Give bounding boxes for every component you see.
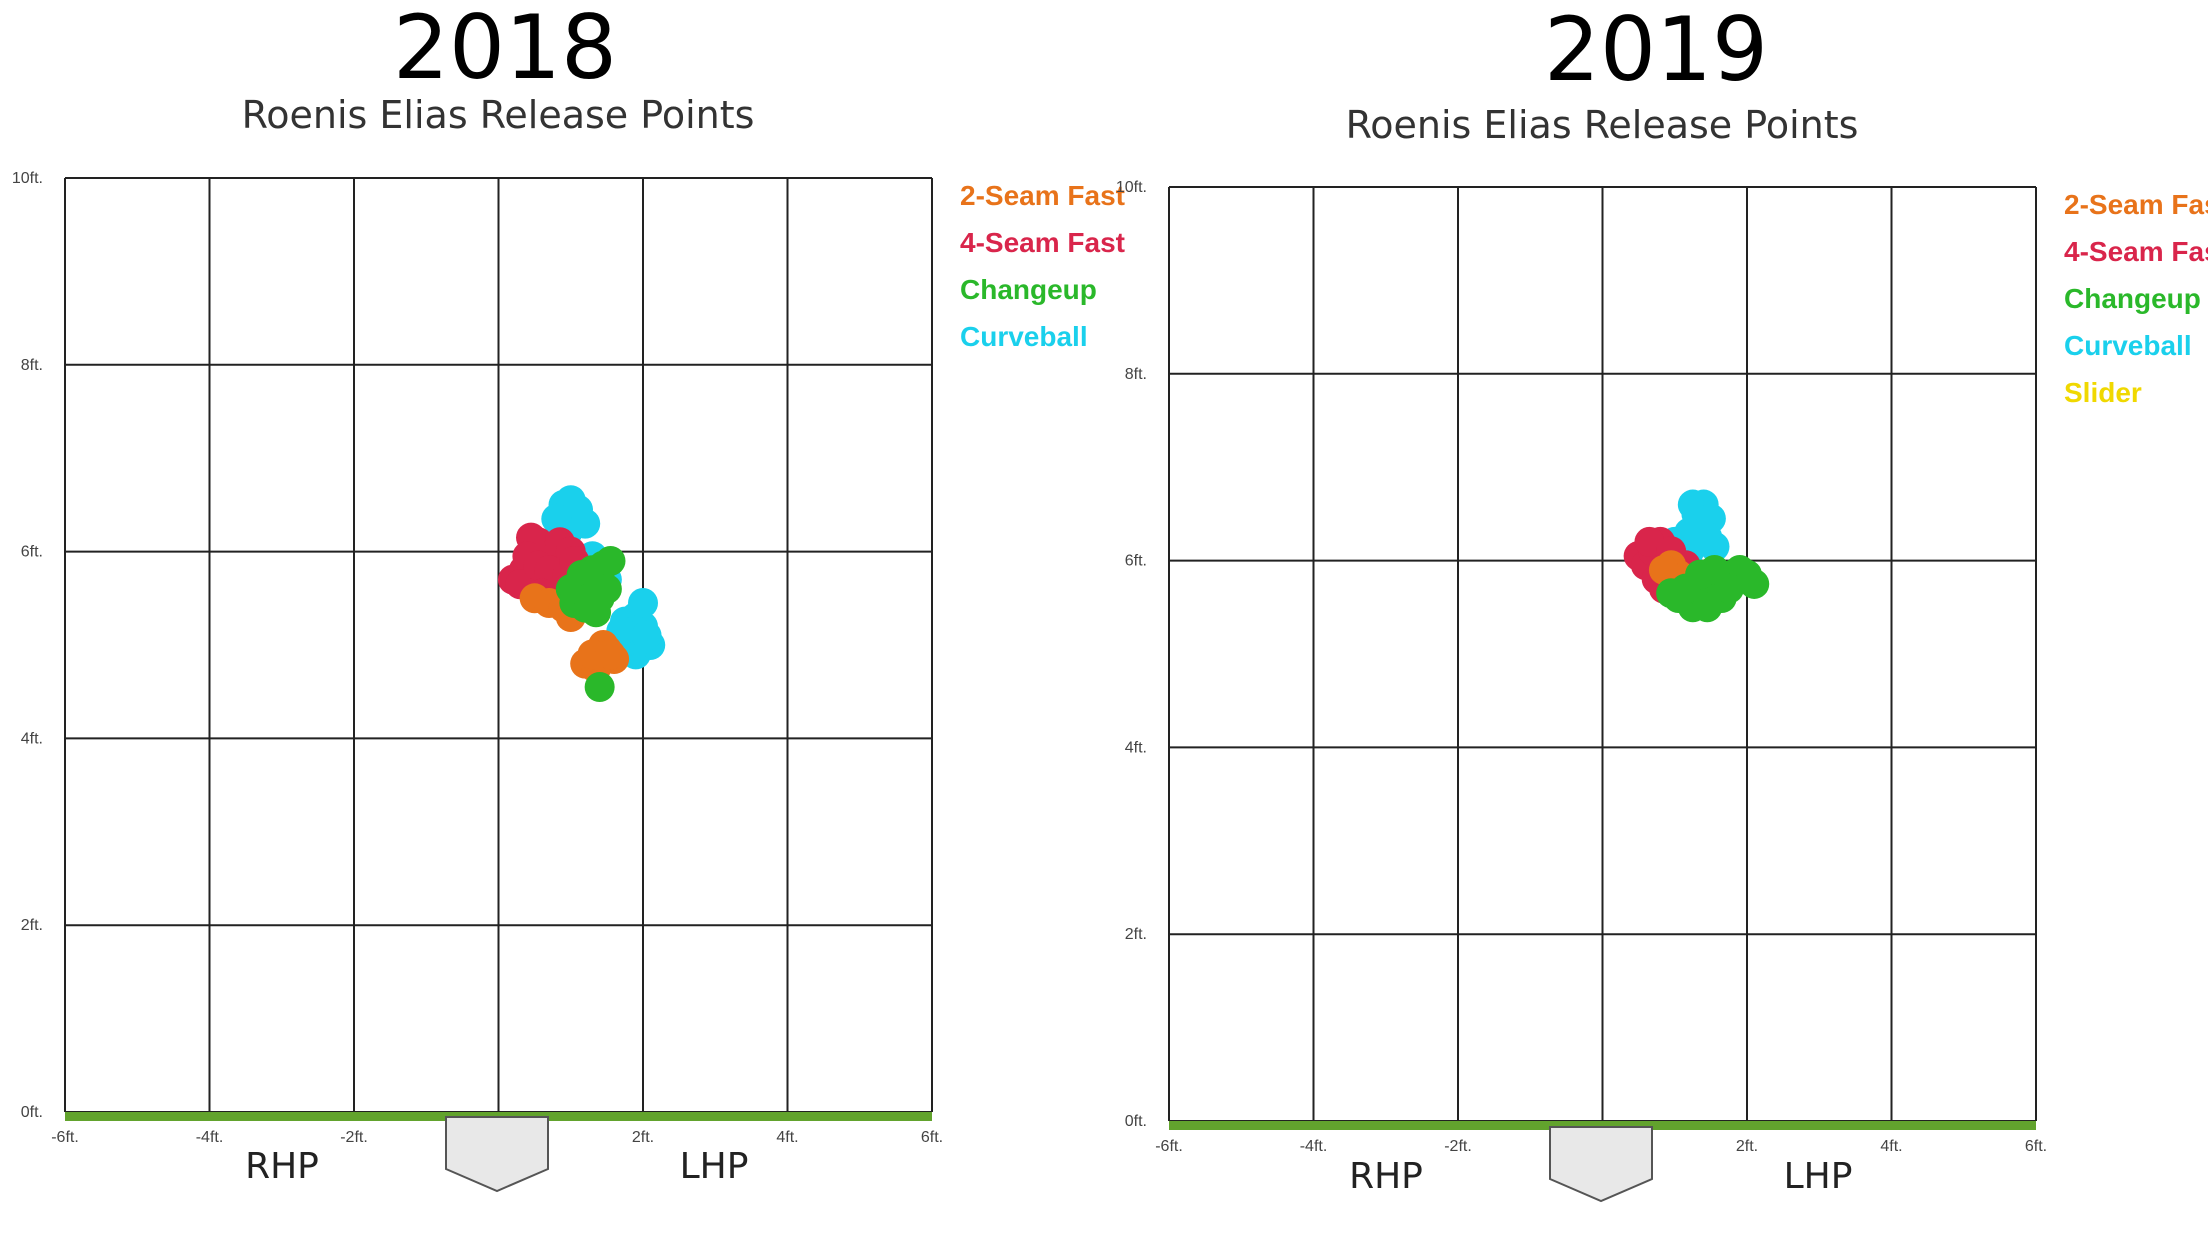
x-tick-label: 2ft. [632, 1129, 654, 1146]
rhp-label: RHP [245, 1146, 319, 1187]
x-tick-label: -2ft. [340, 1129, 368, 1146]
x-tick-label: -6ft. [51, 1129, 79, 1146]
legend-item: Changeup [2064, 283, 2201, 314]
release-point [1713, 573, 1744, 604]
legend-item: 2-Seam Fast [960, 180, 1125, 211]
legend-item: 2-Seam Fast [2064, 189, 2208, 220]
legend-item: Curveball [2064, 330, 2192, 361]
y-tick-label: 8ft. [21, 357, 43, 374]
x-tick-label: 2ft. [1736, 1138, 1758, 1155]
release-point [1739, 568, 1770, 599]
release-point [584, 672, 615, 703]
y-tick-label: 0ft. [21, 1104, 43, 1121]
y-axis-ticks: 0ft. 2ft. 4ft. 6ft. 8ft. 10ft. [1116, 179, 1147, 1130]
legend: 2-Seam Fast 4-Seam Fast Changeup Curveball S… [2064, 189, 2208, 408]
y-tick-label: 10ft. [1116, 179, 1147, 196]
chart-title: Roenis Elias Release Points [242, 93, 755, 137]
y-tick-label: 6ft. [1125, 553, 1147, 570]
x-tick-label: -4ft. [1300, 1138, 1328, 1155]
y-tick-label: 2ft. [21, 917, 43, 934]
release-point [1648, 554, 1679, 585]
y-tick-label: 6ft. [21, 544, 43, 561]
legend: 2-Seam Fast 4-Seam Fast Changeup Curveball [960, 180, 1125, 352]
release-point [631, 620, 662, 651]
release-point [628, 587, 658, 618]
x-tick-label: -4ft. [196, 1129, 224, 1146]
legend-item: Changeup [960, 274, 1097, 305]
release-point [573, 583, 604, 614]
chart-title: Roenis Elias Release Points [1346, 103, 1859, 147]
x-tick-label: -6ft. [1155, 1138, 1183, 1155]
x-tick-label: -2ft. [1444, 1138, 1472, 1155]
legend-item: Curveball [960, 321, 1088, 352]
release-points [1623, 489, 1770, 623]
chart-2019: 2019 Roenis Elias Release Points -6ft. -4… [1116, 0, 2208, 1203]
y-tick-label: 10ft. [12, 170, 43, 187]
chart-year: 2018 [393, 0, 617, 99]
chart-year: 2019 [1544, 0, 1768, 101]
ground-strip [1169, 1121, 2036, 1130]
y-tick-label: 0ft. [1125, 1113, 1147, 1130]
legend-item: Slider [2064, 377, 2142, 408]
release-point [1699, 531, 1730, 562]
x-tick-label: 6ft. [2025, 1138, 2047, 1155]
legend-item: 4-Seam Fast [2064, 236, 2208, 267]
plot-grid [64, 177, 933, 1113]
release-point [566, 559, 597, 590]
y-tick-label: 8ft. [1125, 366, 1147, 383]
y-tick-label: 4ft. [1125, 739, 1147, 756]
chart-2018: 2018 Roenis Elias Release Points -6ft. -4… [12, 0, 1125, 1193]
plot-grid [1168, 186, 2037, 1122]
y-tick-label: 2ft. [1125, 926, 1147, 943]
lhp-label: LHP [1784, 1156, 1853, 1197]
rhp-label: RHP [1349, 1156, 1423, 1197]
lhp-label: LHP [680, 1146, 749, 1187]
x-axis-ticks: -6ft. -4ft. -2ft. 2ft. 4ft. 6ft. [1155, 1138, 2047, 1155]
home-plate [445, 1116, 549, 1193]
y-axis-ticks: 0ft. 2ft. 4ft. 6ft. 8ft. 10ft. [12, 170, 43, 1121]
ground-bar [1169, 1121, 2036, 1130]
release-point [595, 639, 626, 670]
x-tick-label: 6ft. [921, 1129, 943, 1146]
home-plate [1549, 1126, 1653, 1203]
y-tick-label: 4ft. [21, 730, 43, 747]
x-tick-label: 4ft. [1880, 1138, 1902, 1155]
x-tick-label: 4ft. [776, 1129, 798, 1146]
legend-item: 4-Seam Fast [960, 227, 1125, 258]
release-points [497, 485, 666, 703]
release-point [1656, 578, 1687, 609]
x-axis-ticks: -6ft. -4ft. -2ft. 2ft. 4ft. 6ft. [51, 1129, 943, 1146]
